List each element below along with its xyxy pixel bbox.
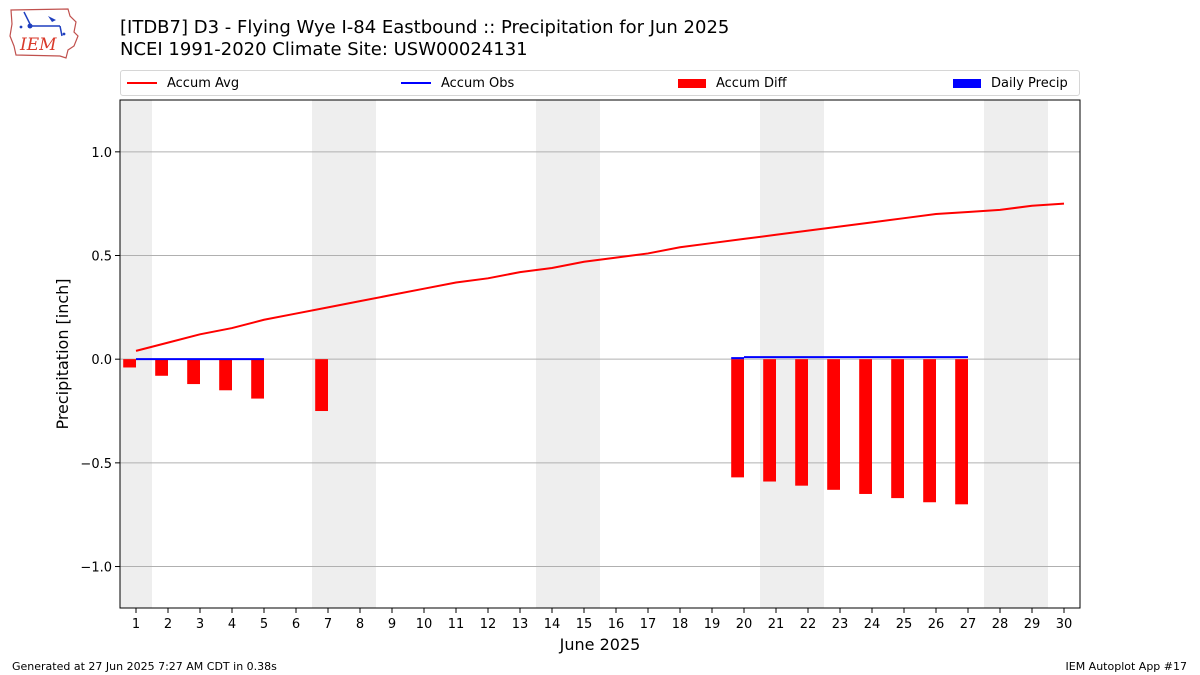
chart-subtitle: NCEI 1991-2020 Climate Site: USW00024131 (120, 39, 528, 60)
weekend-shade (792, 100, 824, 608)
x-tick-label: 2 (164, 617, 172, 632)
weekend-shade (120, 100, 152, 608)
accum-diff-bar (315, 359, 328, 412)
legend-swatch-accum-diff (678, 78, 706, 88)
legend-label-accum-diff: Accum Diff (716, 75, 787, 91)
iem-logo: IEM (8, 6, 80, 60)
y-tick-label: 1.0 (91, 146, 112, 161)
plot-frame (119, 99, 1081, 609)
generated-timestamp: Generated at 27 Jun 2025 7:27 AM CDT in … (12, 660, 277, 673)
accum-diff-bar (187, 359, 200, 385)
accum-diff-bar (795, 359, 808, 486)
legend-swatch-accum-avg (127, 82, 157, 84)
legend-label-accum-obs: Accum Obs (441, 75, 515, 91)
x-tick-label: 10 (416, 617, 433, 632)
legend-label-daily-precip: Daily Precip (991, 75, 1068, 91)
app-credit: IEM Autoplot App #17 (1065, 660, 1188, 673)
x-tick-label: 19 (704, 617, 721, 632)
weekend-shade (568, 100, 600, 608)
x-tick-label: 5 (260, 617, 268, 632)
x-tick-label: 6 (292, 617, 300, 632)
legend-label-accum-avg: Accum Avg (167, 75, 240, 91)
x-tick-label: 18 (672, 617, 689, 632)
x-tick-label: 28 (992, 617, 1009, 632)
x-tick-label: 24 (864, 617, 881, 632)
x-tick-label: 23 (832, 617, 849, 632)
x-tick-label: 7 (324, 617, 332, 632)
accum-diff-bar (859, 359, 872, 494)
accum-diff-bar (955, 359, 968, 505)
legend-item-accum-obs: Accum Obs (401, 71, 514, 95)
weekend-shade (312, 100, 344, 608)
x-tick-label: 3 (196, 617, 204, 632)
iowa-map-logo-graphic: IEM (9, 8, 79, 59)
legend-item-accum-avg: Accum Avg (127, 71, 239, 95)
x-tick-label: 12 (480, 617, 497, 632)
x-tick-label: 14 (544, 617, 561, 632)
accum-diff-bar (155, 359, 168, 376)
x-tick-label: 4 (228, 617, 236, 632)
legend-item-accum-diff: Accum Diff (678, 71, 787, 95)
accum-diff-bar (731, 359, 744, 478)
x-tick-label: 13 (512, 617, 529, 632)
legend-swatch-daily-precip (953, 78, 981, 88)
weekend-shade (344, 100, 376, 608)
accum-diff-bar (923, 359, 936, 503)
accum-diff-bar (763, 359, 776, 482)
y-tick-label: 0.0 (91, 353, 112, 368)
x-tick-label: 26 (928, 617, 945, 632)
accum-diff-bar (891, 359, 904, 499)
daily-precip-bar (731, 357, 744, 360)
x-tick-label: 8 (356, 617, 364, 632)
y-axis-label: Precipitation [inch] (53, 278, 72, 429)
weekend-shade (760, 100, 792, 608)
accum-diff-bar (219, 359, 232, 391)
x-axis-label: June 2025 (559, 635, 641, 654)
x-tick-label: 9 (388, 617, 396, 632)
y-tick-label: −0.5 (80, 457, 112, 472)
x-tick-label: 25 (896, 617, 913, 632)
accum-diff-bar (251, 359, 264, 399)
x-tick-label: 17 (640, 617, 657, 632)
legend: Accum Avg Accum Obs Accum Diff Daily Pre… (120, 70, 1080, 96)
chart-title: [ITDB7] D3 - Flying Wye I-84 Eastbound :… (120, 17, 730, 38)
x-tick-label: 20 (736, 617, 753, 632)
x-tick-label: 27 (960, 617, 977, 632)
x-tick-label: 1 (132, 617, 140, 632)
weekend-shade (536, 100, 568, 608)
y-tick-label: −1.0 (80, 561, 112, 576)
x-tick-label: 16 (608, 617, 625, 632)
accum-avg-line (135, 202, 1065, 352)
x-tick-label: 30 (1056, 617, 1073, 632)
y-tick-label: 0.5 (91, 250, 112, 265)
accum-diff-bar (827, 359, 840, 490)
weekend-shade (1016, 100, 1048, 608)
legend-item-daily-precip: Daily Precip (953, 71, 1068, 95)
x-tick-label: 11 (448, 617, 465, 632)
weekend-shade (984, 100, 1016, 608)
x-tick-label: 29 (1024, 617, 1041, 632)
accum-diff-bar (123, 359, 136, 368)
x-tick-label: 21 (768, 617, 785, 632)
x-tick-label: 15 (576, 617, 593, 632)
legend-swatch-accum-obs (401, 82, 431, 84)
logo-text: IEM (19, 35, 57, 55)
x-tick-label: 22 (800, 617, 817, 632)
